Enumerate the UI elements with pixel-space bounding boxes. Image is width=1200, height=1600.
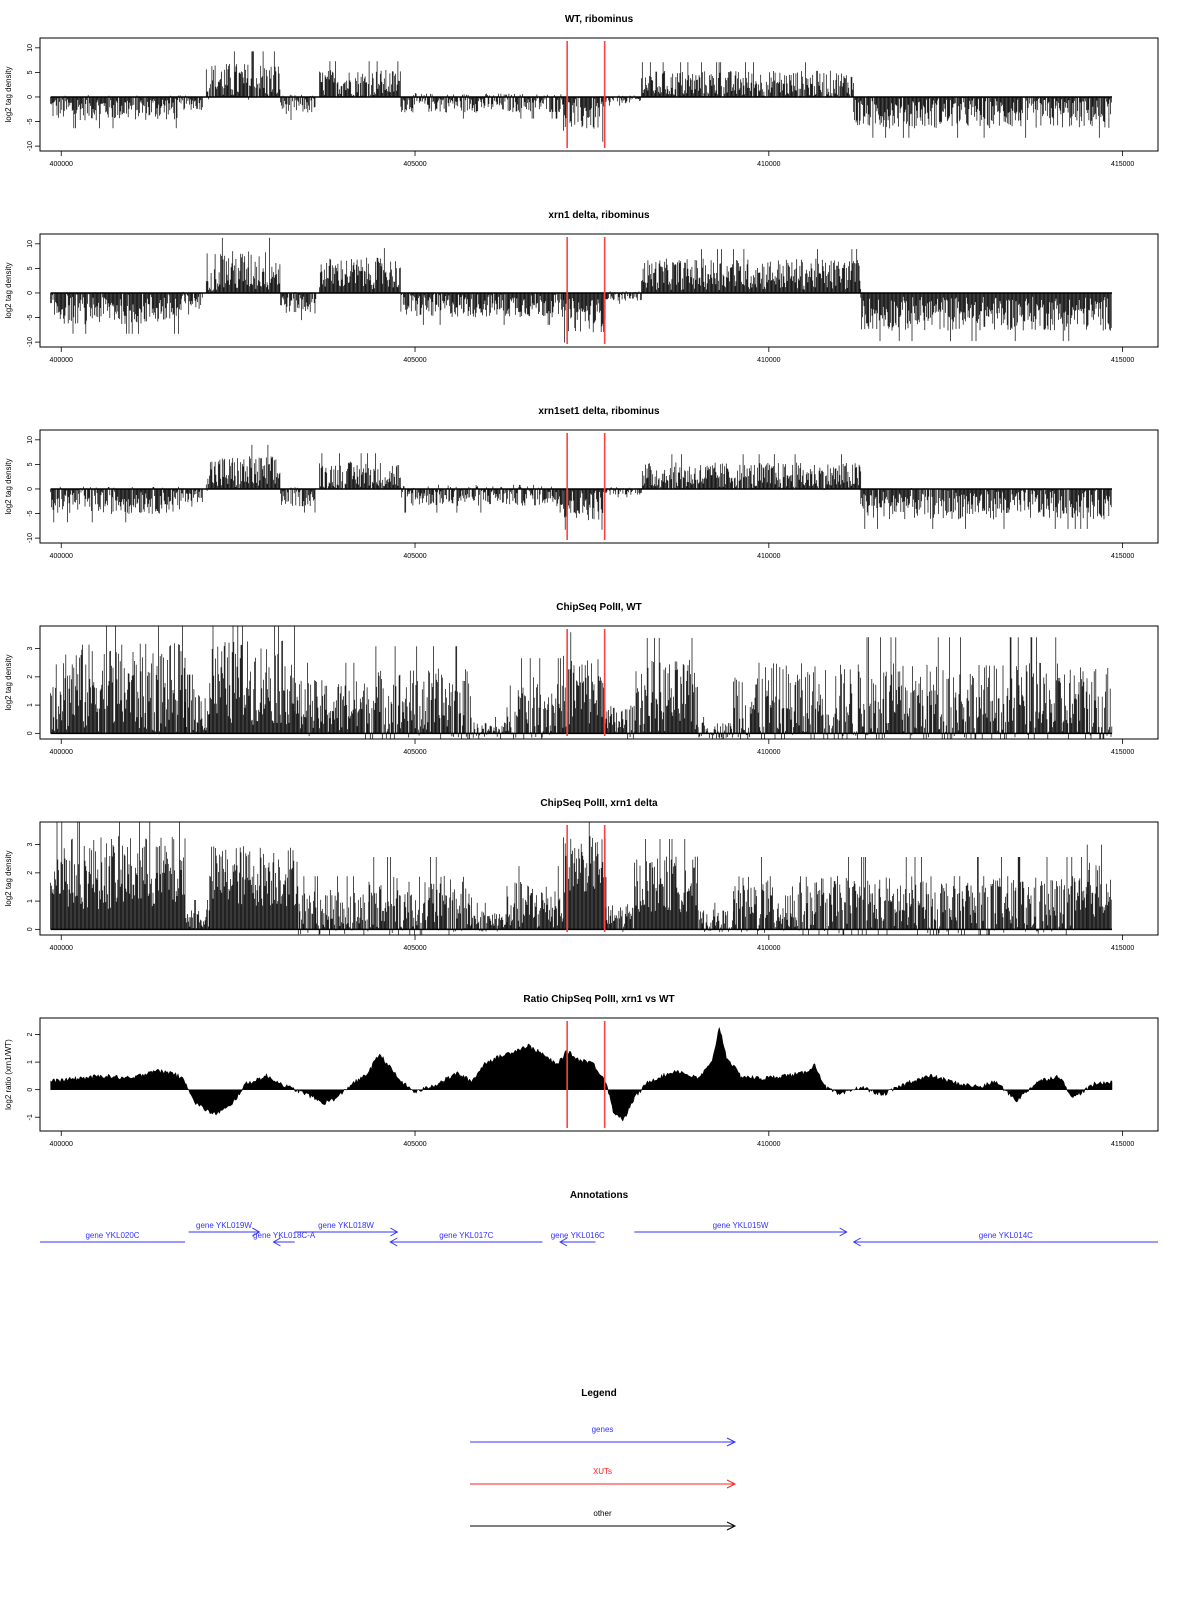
x-tick-label: 405000 [403,357,426,364]
x-tick-label: 410000 [757,161,780,168]
y-tick-label: 0 [27,95,34,99]
y-axis: -10 -5 0 5 10 [27,44,40,151]
x-tick-label: 400000 [50,553,73,560]
x-axis: 400000 405000 410000 415000 [50,347,1134,364]
y-tick-label: 10 [27,240,34,248]
x-tick-label: 410000 [757,553,780,560]
y-axis-label: log2 tag density [4,262,13,318]
x-tick-label: 405000 [403,553,426,560]
x-tick-label: 415000 [1111,161,1134,168]
x-tick-label: 400000 [50,357,73,364]
y-tick-label: -5 [27,314,34,320]
data-track [50,237,1112,343]
y-axis-label: log2 tag density [4,458,13,514]
x-axis: 400000 405000 410000 415000 [50,543,1134,560]
x-tick-label: 415000 [1111,553,1134,560]
y-tick-label: 10 [27,436,34,444]
chart-panel-1: WT, ribominus -10 -5 0 5 10 log2 tag density 40… [4,14,1159,168]
x-tick-label: 405000 [403,161,426,168]
data-track [50,626,1113,739]
y-tick-label: 0 [27,487,34,491]
x-tick-label: 410000 [757,357,780,364]
plot-frame [39,429,1159,544]
x-tick-label: 415000 [1111,357,1134,364]
y-tick-label: 5 [27,462,34,466]
plot-frame [39,37,1159,152]
chart-title: xrn1 delta, ribominus [548,210,650,221]
y-tick-label: 0 [27,291,34,295]
x-tick-label: 400000 [50,161,73,168]
y-tick-label: -10 [27,337,34,347]
chart-panel-3: xrn1set1 delta, ribominus -10 -5 0 5 10 log2 t… [4,406,1159,560]
y-tick-label: 5 [27,70,34,74]
chart-title: ChipSeq PolII, WT [556,602,642,613]
chart-panel-2: xrn1 delta, ribominus -10 -5 0 5 10 log2 tag d… [4,210,1159,364]
y-axis: -10 -5 0 5 10 [27,240,40,347]
chart-title: WT, ribominus [565,14,634,25]
y-axis-label: log2 tag density [4,66,13,122]
y-tick-label: -10 [27,141,34,151]
y-tick-label: -5 [27,510,34,516]
y-tick-label: 10 [27,44,34,52]
y-tick-label: -10 [27,533,34,543]
y-tick-label: 5 [27,266,34,270]
x-axis: 400000 405000 410000 415000 [50,151,1134,168]
plot-frame [39,233,1159,348]
chart-title: xrn1set1 delta, ribominus [538,406,660,417]
y-axis: -10 -5 0 5 10 [27,436,40,543]
data-track [50,444,1112,530]
y-tick-label: -5 [27,118,34,124]
data-track [50,51,1112,142]
